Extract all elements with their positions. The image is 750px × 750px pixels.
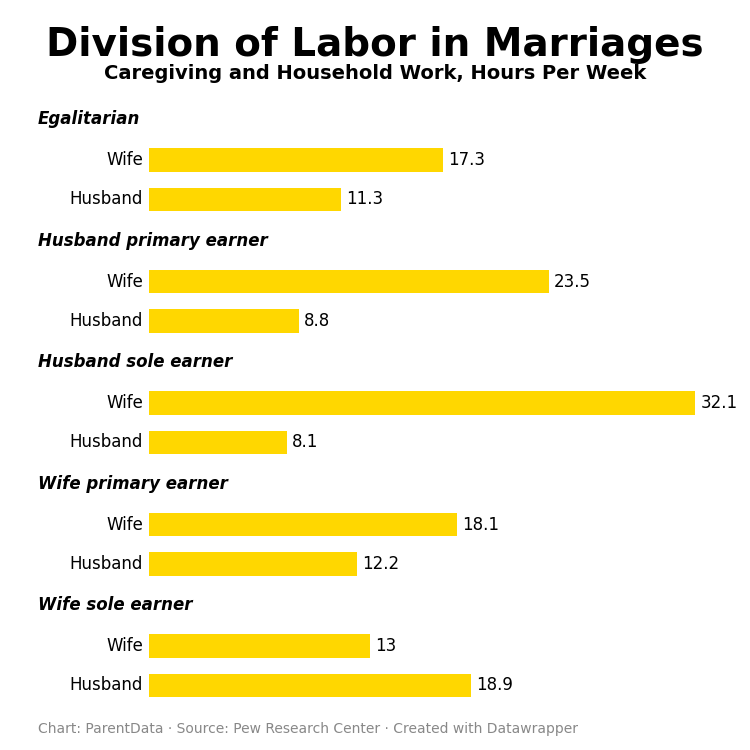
Text: Caregiving and Household Work, Hours Per Week: Caregiving and Household Work, Hours Per… — [104, 64, 646, 82]
Text: Husband: Husband — [70, 312, 143, 330]
Text: 18.1: 18.1 — [462, 516, 499, 534]
Text: Husband: Husband — [70, 555, 143, 573]
Bar — [149, 430, 287, 454]
Bar — [149, 188, 341, 211]
Text: 23.5: 23.5 — [554, 273, 591, 291]
Bar — [149, 674, 471, 698]
Text: Husband primary earner: Husband primary earner — [38, 232, 267, 250]
Bar — [149, 309, 298, 333]
Bar — [149, 270, 549, 293]
Text: 32.1: 32.1 — [700, 394, 737, 412]
Text: Wife sole earner: Wife sole earner — [38, 596, 192, 614]
Text: Wife primary earner: Wife primary earner — [38, 475, 227, 493]
Bar — [149, 392, 695, 415]
Text: Husband: Husband — [70, 190, 143, 208]
Text: Wife: Wife — [106, 152, 143, 170]
Text: Husband sole earner: Husband sole earner — [38, 353, 232, 371]
Text: Division of Labor in Marriages: Division of Labor in Marriages — [46, 26, 703, 64]
Text: 8.1: 8.1 — [292, 433, 318, 451]
Text: 11.3: 11.3 — [346, 190, 383, 208]
Bar — [149, 552, 357, 576]
Text: Wife: Wife — [106, 516, 143, 534]
Text: 17.3: 17.3 — [448, 152, 485, 170]
Text: Egalitarian: Egalitarian — [38, 110, 140, 128]
Bar — [149, 148, 443, 172]
Text: Husband: Husband — [70, 433, 143, 451]
Text: 13: 13 — [375, 638, 397, 656]
Text: Wife: Wife — [106, 638, 143, 656]
Text: Husband: Husband — [70, 676, 143, 694]
Text: Chart: ParentData · Source: Pew Research Center · Created with Datawrapper: Chart: ParentData · Source: Pew Research… — [38, 722, 578, 736]
Text: Wife: Wife — [106, 394, 143, 412]
Text: 12.2: 12.2 — [362, 555, 399, 573]
Bar — [149, 513, 457, 536]
Text: 18.9: 18.9 — [476, 676, 512, 694]
Text: 8.8: 8.8 — [304, 312, 330, 330]
Bar — [149, 634, 370, 658]
Text: Wife: Wife — [106, 273, 143, 291]
